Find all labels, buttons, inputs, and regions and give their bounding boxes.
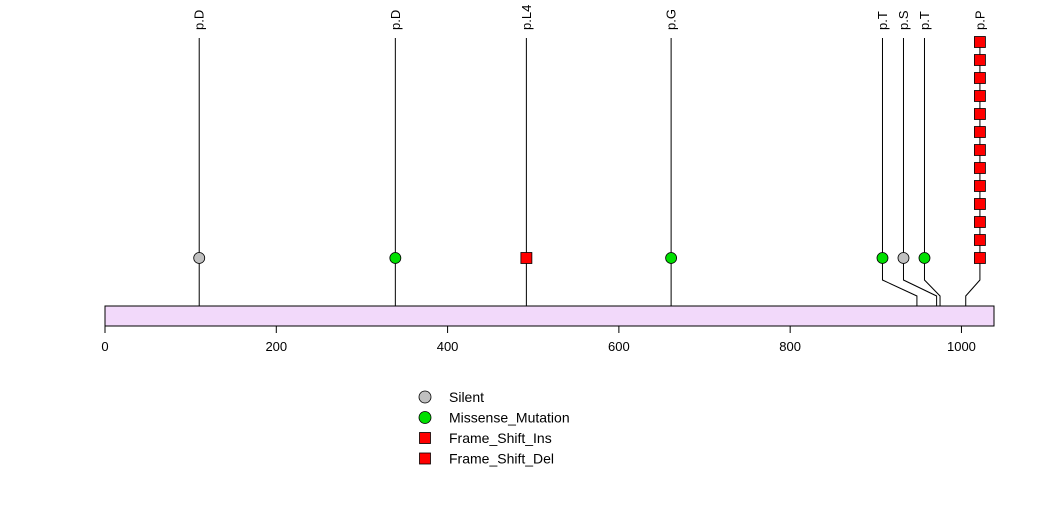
- mutation-label: p.D: [192, 10, 207, 30]
- mutation-marker-square: [974, 108, 986, 120]
- mutation-marker-circle: [193, 252, 206, 264]
- legend-label: Frame_Shift_Ins: [449, 430, 552, 446]
- mutation-marker-square: [974, 144, 986, 156]
- mutation-marker-square: [974, 252, 986, 264]
- mutation-label: p.D: [388, 10, 403, 30]
- mutation-labels-group: p.D p.D p.L4 p.G p.T p.S p.T p.P: [192, 5, 988, 30]
- x-axis-tick-label: 0: [101, 339, 108, 354]
- legend-swatch-circle: [418, 390, 432, 404]
- mutation-stem: [881, 38, 918, 326]
- stem-lines-group: [198, 38, 981, 326]
- legend-label: Missense_Mutation: [449, 410, 570, 426]
- x-axis: 0 200 400 600 800 1000: [101, 325, 976, 354]
- x-axis-tick-label: 1000: [947, 339, 976, 354]
- legend-swatch-circle: [418, 411, 432, 424]
- mutation-marker-square: [974, 90, 986, 102]
- mutation-stem: [902, 38, 938, 326]
- mutation-marker-square: [974, 162, 986, 174]
- x-axis-tick-label: 800: [779, 339, 801, 354]
- mutation-marker-square: [974, 180, 986, 192]
- mutation-label: p.L4: [519, 5, 534, 30]
- x-axis-tick-label: 200: [265, 339, 287, 354]
- mutation-stem: [923, 38, 941, 326]
- x-axis-tick-label: 600: [608, 339, 630, 354]
- mutation-marker-circle: [389, 252, 402, 264]
- mutation-marker-circle: [665, 252, 678, 264]
- mutation-marker-square: [974, 126, 986, 138]
- mutation-marker-square: [974, 72, 986, 84]
- x-axis-tick-label: 400: [437, 339, 459, 354]
- mutation-label: p.G: [664, 9, 679, 30]
- mutation-marker-square: [974, 216, 986, 228]
- mutation-marker-circle: [897, 252, 910, 264]
- mutation-marker-circle: [876, 252, 889, 264]
- mutation-markers-group: [193, 36, 986, 264]
- mutation-label: p.P: [972, 10, 987, 30]
- mutation-marker-circle: [918, 252, 931, 264]
- mutation-marker-square: [974, 198, 986, 210]
- legend-label: Frame_Shift_Del: [449, 451, 554, 467]
- legend-label: Silent: [449, 389, 484, 405]
- mutation-label: p.S: [896, 10, 911, 30]
- mutation-marker-square: [520, 252, 533, 264]
- protein-bar: [104, 305, 995, 327]
- legend-swatch-square: [419, 432, 431, 444]
- mutation-marker-square: [974, 234, 986, 246]
- mutation-label: p.T: [917, 11, 932, 30]
- mutation-marker-square: [974, 54, 986, 66]
- mutation-label: p.T: [875, 11, 890, 30]
- mutation-marker-square: [974, 36, 986, 48]
- legend: Silent Missense_Mutation Frame_Shift_Ins Fr…: [418, 389, 570, 467]
- legend-swatch-square: [419, 452, 431, 465]
